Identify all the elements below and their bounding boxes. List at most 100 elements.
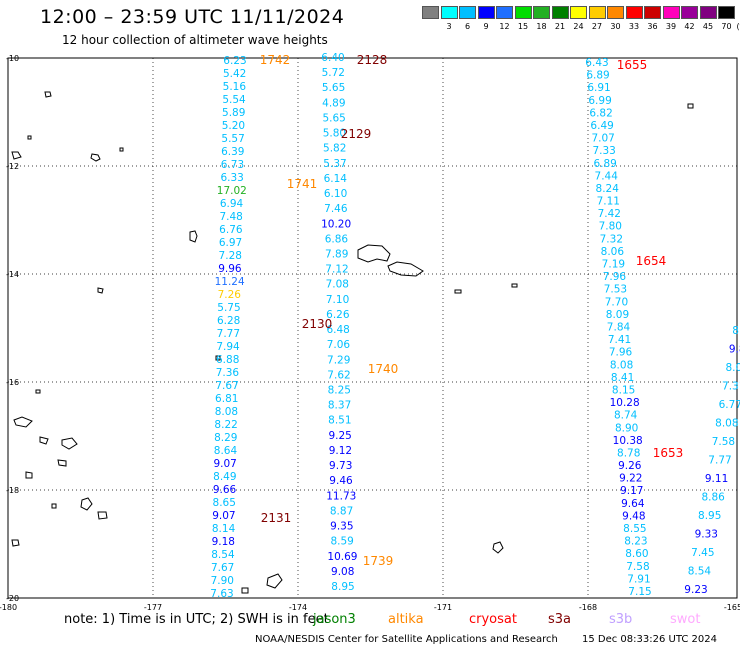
island-outline [80, 497, 93, 511]
wave-height-value: 7.89 [325, 248, 348, 260]
pass-label: 2131 [261, 511, 292, 525]
wave-height-value: 8.74 [614, 410, 638, 422]
island-outline [61, 437, 78, 450]
wave-height-value: 6.14 [324, 173, 348, 185]
wave-height-value: 8.55 [623, 523, 646, 535]
legend-swatch [533, 6, 550, 19]
legend-swatch [644, 6, 661, 19]
pass-label: 1654 [636, 254, 667, 268]
legend-swatch [607, 6, 624, 19]
wave-height-value: 7.91 [627, 573, 650, 585]
legend-swatch [496, 6, 513, 19]
wave-height-value: 4.89 [322, 97, 345, 109]
page-subtitle: 12 hour collection of altimeter wave hei… [62, 33, 328, 47]
altimeter-track: 6.436.896.916.996.826.497.077.336.897.44… [585, 57, 651, 598]
wave-height-value: 11.24 [215, 276, 245, 288]
wave-height-value: 8.41 [611, 372, 634, 384]
wave-height-value: 8.78 [617, 447, 640, 459]
wave-height-value: 5.89 [222, 107, 245, 119]
map-grid [8, 58, 737, 598]
island-outline [215, 355, 221, 361]
map-border [7, 57, 738, 599]
wave-height-value: 6.99 [588, 95, 611, 107]
island-outline [44, 91, 52, 98]
wave-height-value: 11.73 [326, 490, 356, 502]
wave-height-value: 8.23 [624, 536, 647, 548]
wave-height-value: 8.08 [215, 406, 238, 418]
wave-height-value: 9.17 [620, 485, 643, 497]
wave-height-value: 5.65 [322, 82, 345, 94]
island-outline [27, 135, 32, 140]
wave-height-value: 6.48 [326, 324, 349, 336]
wave-height-value: 9.08 [331, 566, 354, 578]
wave-height-value: 7.28 [219, 250, 242, 262]
wave-height-value: 7.32 [600, 233, 623, 245]
legend-swatch [625, 6, 643, 19]
wave-height-value: 5.16 [223, 81, 247, 93]
islands [11, 91, 694, 594]
pass-label: 1739 [363, 554, 394, 568]
wave-height-value: 7.90 [211, 575, 234, 587]
legend-swatch [551, 6, 569, 19]
island-outline [57, 459, 67, 467]
legend-swatch [588, 6, 606, 19]
lat-tick-label: -10 [6, 54, 19, 63]
lon-tick-label: -180 [0, 603, 17, 612]
wave-height-value: 9.88 [729, 344, 740, 356]
legend-label: 30 [610, 22, 621, 31]
legend-label: 3 [446, 22, 452, 31]
legend-swatch [699, 6, 717, 19]
wave-height-value: 6.43 [585, 57, 608, 69]
legend-swatch [477, 6, 495, 19]
wave-height-value: 8.54 [688, 566, 712, 578]
credit-text: NOAA/NESDIS Center for Satellite Applica… [255, 634, 558, 645]
legend-label: 12 [499, 22, 510, 31]
wave-height-value: 6.82 [589, 107, 612, 119]
wave-height-value: 7.48 [219, 211, 242, 223]
legend-label: 36 [647, 22, 658, 31]
legend-swatch [459, 6, 476, 19]
lat-tick-label: -12 [6, 162, 19, 171]
wave-height-value: 6.94 [220, 198, 244, 210]
island-outline [39, 436, 49, 445]
wave-height-value: 7.26 [218, 289, 242, 301]
satellite-legend-item: s3a [548, 612, 572, 627]
island-outline [119, 147, 124, 152]
wave-height-value: 6.81 [215, 393, 238, 405]
island-outline [189, 230, 198, 243]
lat-tick-label: -18 [6, 486, 19, 495]
wave-height-value: 7.10 [326, 294, 349, 306]
wave-height-value: 7.80 [599, 221, 622, 233]
lon-tick-label: -171 [434, 603, 452, 612]
wave-height-value: 9.64 [621, 498, 645, 510]
wave-height-value: 8.25 [328, 385, 351, 397]
island-outline [97, 287, 104, 294]
wave-height-value: 5.57 [221, 133, 244, 145]
wave-height-value: 6.89 [593, 158, 616, 170]
wave-height-value: 10.38 [613, 435, 643, 447]
wave-height-value: 8.29 [214, 432, 237, 444]
wave-height-value: 8.87 [330, 505, 353, 517]
wave-height-value: 7.94 [216, 341, 240, 353]
lat-tick-label: -16 [6, 378, 19, 387]
wave-height-value: 6.89 [586, 70, 609, 82]
wave-height-value: 9.12 [329, 445, 352, 457]
wave-height-value: 6.91 [587, 82, 610, 94]
legend-label: 9 [483, 22, 489, 31]
wave-height-value: 8.24 [596, 183, 620, 195]
wave-height-value: 9.25 [328, 430, 351, 442]
wave-height-value: 9.23 [684, 584, 707, 596]
wave-height-value: 5.82 [323, 143, 346, 155]
track-pass-label: 1655 [617, 58, 648, 72]
axis-ticks: -180 -177 -174 -171 -168 -165 -10 -12 -14 -16 -18 -… [0, 54, 740, 612]
wave-height-value: 8.86 [701, 492, 725, 504]
wave-height-value: 5.37 [323, 158, 346, 170]
satellite-legend-item: altika [388, 612, 424, 627]
legend-label: 70 [721, 22, 732, 31]
wave-height-value: 7.42 [598, 208, 621, 220]
wave-height-value: 7.12 [325, 264, 348, 276]
wave-height-value: 5.54 [222, 94, 246, 106]
track-pass-label: 1653 [653, 446, 684, 460]
legend-label: 15 [517, 22, 529, 31]
